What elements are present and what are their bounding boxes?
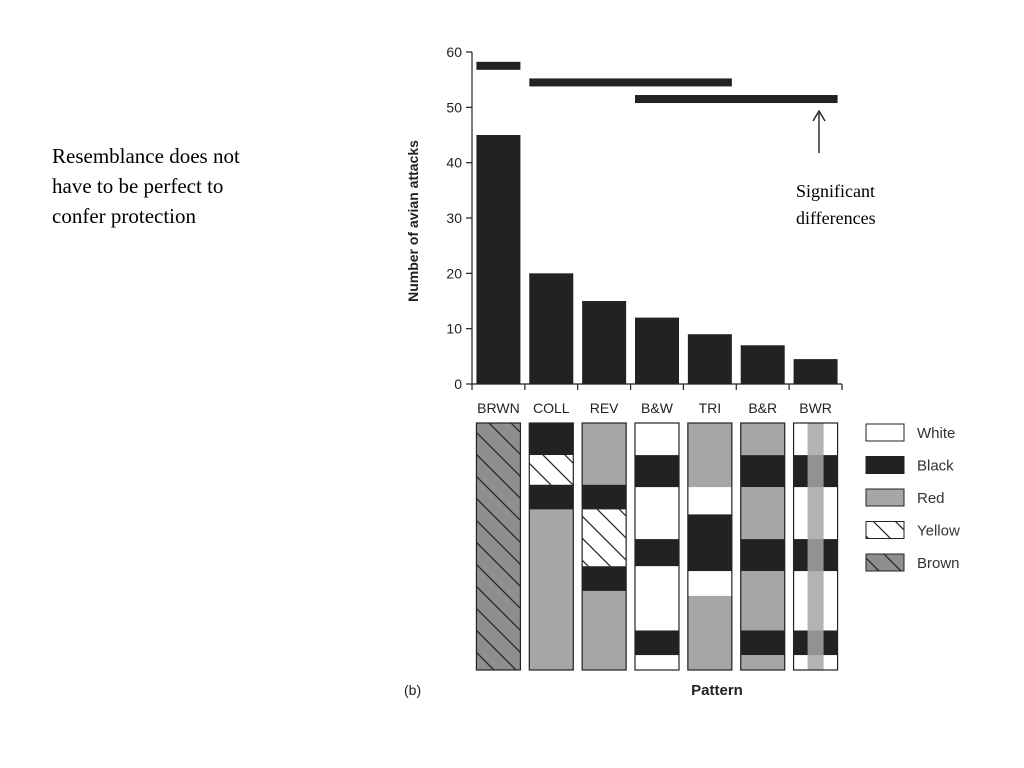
pattern-band: [635, 655, 679, 670]
pattern-band: [687, 571, 732, 596]
y-axis: 0 10 20 30 40 50 60: [446, 44, 473, 392]
y-axis-label: Number of avian attacks: [405, 140, 421, 302]
annotation-line: Significant: [796, 181, 875, 201]
pattern-band: [582, 566, 627, 591]
x-tick-label: B&W: [641, 400, 674, 416]
significance-arrow: [812, 109, 826, 153]
pattern-outline: [687, 422, 733, 671]
legend: White Black Red Yellow Brown: [865, 423, 960, 572]
pattern-band: [635, 539, 679, 567]
legend-swatch: [865, 488, 905, 507]
bar: [793, 359, 838, 384]
pattern-band: [529, 484, 574, 510]
pattern-band: [635, 455, 679, 488]
pattern-band: [476, 423, 521, 670]
legend-swatch: [865, 456, 905, 474]
x-axis-label: Pattern: [691, 682, 743, 699]
pattern-outline: [740, 422, 786, 671]
pattern-band: [740, 539, 785, 572]
significance-bar: [529, 78, 732, 87]
bar: [740, 345, 785, 384]
pattern-swatch: [475, 422, 522, 671]
annotation-line: differences: [796, 208, 876, 228]
legend-label: White: [917, 425, 955, 442]
bar: [476, 135, 521, 384]
pattern-band: [740, 487, 785, 540]
pattern-band: [582, 590, 627, 670]
y-tick-label: 40: [446, 155, 462, 171]
pattern-swatch: [581, 422, 627, 671]
caption-line: confer protection: [52, 204, 197, 228]
y-tick-label: 20: [446, 265, 462, 281]
pattern-band: [582, 423, 627, 485]
pattern-band: [740, 655, 785, 670]
x-tick-label: REV: [590, 400, 619, 416]
pattern-band: [740, 423, 785, 456]
pattern-band: [740, 630, 785, 656]
x-tick-label: TRI: [699, 400, 722, 416]
pattern-band: [529, 423, 574, 456]
pattern-swatch: [687, 422, 733, 671]
caption: Resemblance does not have to be perfect …: [52, 141, 312, 231]
pattern-swatch: [634, 422, 680, 671]
pattern-band: [529, 455, 574, 485]
x-axis: BRWN COLL REV B&W TRI B&R BWR: [471, 383, 843, 416]
pattern-band: [529, 509, 574, 670]
pattern-swatch: [792, 422, 839, 671]
pattern-swatch: [528, 422, 574, 671]
pattern-stripe: [807, 423, 824, 670]
pattern-swatches: [475, 422, 839, 671]
pattern-band: [687, 595, 732, 670]
x-tick-label: B&R: [748, 400, 777, 416]
y-tick-label: 50: [446, 99, 462, 115]
x-tick-label: BRWN: [477, 400, 520, 416]
caption-line: have to be perfect to: [52, 174, 224, 198]
pattern-band: [635, 566, 679, 631]
significance-bars: [476, 61, 838, 104]
y-tick-label: 60: [446, 44, 462, 60]
pattern-outline: [792, 422, 839, 671]
pattern-band: [635, 423, 679, 456]
panel-label: (b): [404, 682, 421, 698]
legend-swatch: [865, 423, 905, 442]
caption-line: Resemblance does not: [52, 144, 240, 168]
legend-label: Yellow: [917, 523, 960, 540]
significance-bar: [476, 61, 521, 70]
pattern-outline: [634, 422, 680, 671]
pattern-outline: [528, 422, 574, 671]
pattern-band: [687, 487, 732, 515]
pattern-band: [687, 514, 732, 572]
pattern-swatch: [740, 422, 786, 671]
bars: [476, 135, 838, 384]
significance-bar: [635, 95, 838, 104]
legend-label: Red: [917, 490, 945, 507]
pattern-band: [740, 455, 785, 488]
pattern-band: [635, 487, 679, 540]
legend-label: Brown: [917, 555, 960, 572]
pattern-outline: [475, 422, 522, 671]
bar: [529, 273, 574, 384]
y-tick-label: 0: [454, 376, 462, 392]
y-tick-label: 30: [446, 210, 462, 226]
legend-label: Black: [917, 458, 954, 475]
legend-swatch: [865, 553, 905, 572]
bar: [582, 301, 627, 384]
bar: [687, 334, 732, 384]
pattern-band: [582, 509, 627, 567]
y-tick-label: 10: [446, 321, 462, 337]
pattern-band: [582, 484, 627, 510]
x-tick-label: COLL: [533, 400, 570, 416]
bar: [635, 317, 679, 384]
significance-annotation: Significant differences: [796, 178, 876, 232]
pattern-band: [635, 630, 679, 656]
pattern-band: [687, 423, 732, 488]
x-tick-label: BWR: [799, 400, 832, 416]
legend-swatch: [865, 521, 905, 539]
pattern-outline: [581, 422, 627, 671]
pattern-band: [740, 571, 785, 631]
